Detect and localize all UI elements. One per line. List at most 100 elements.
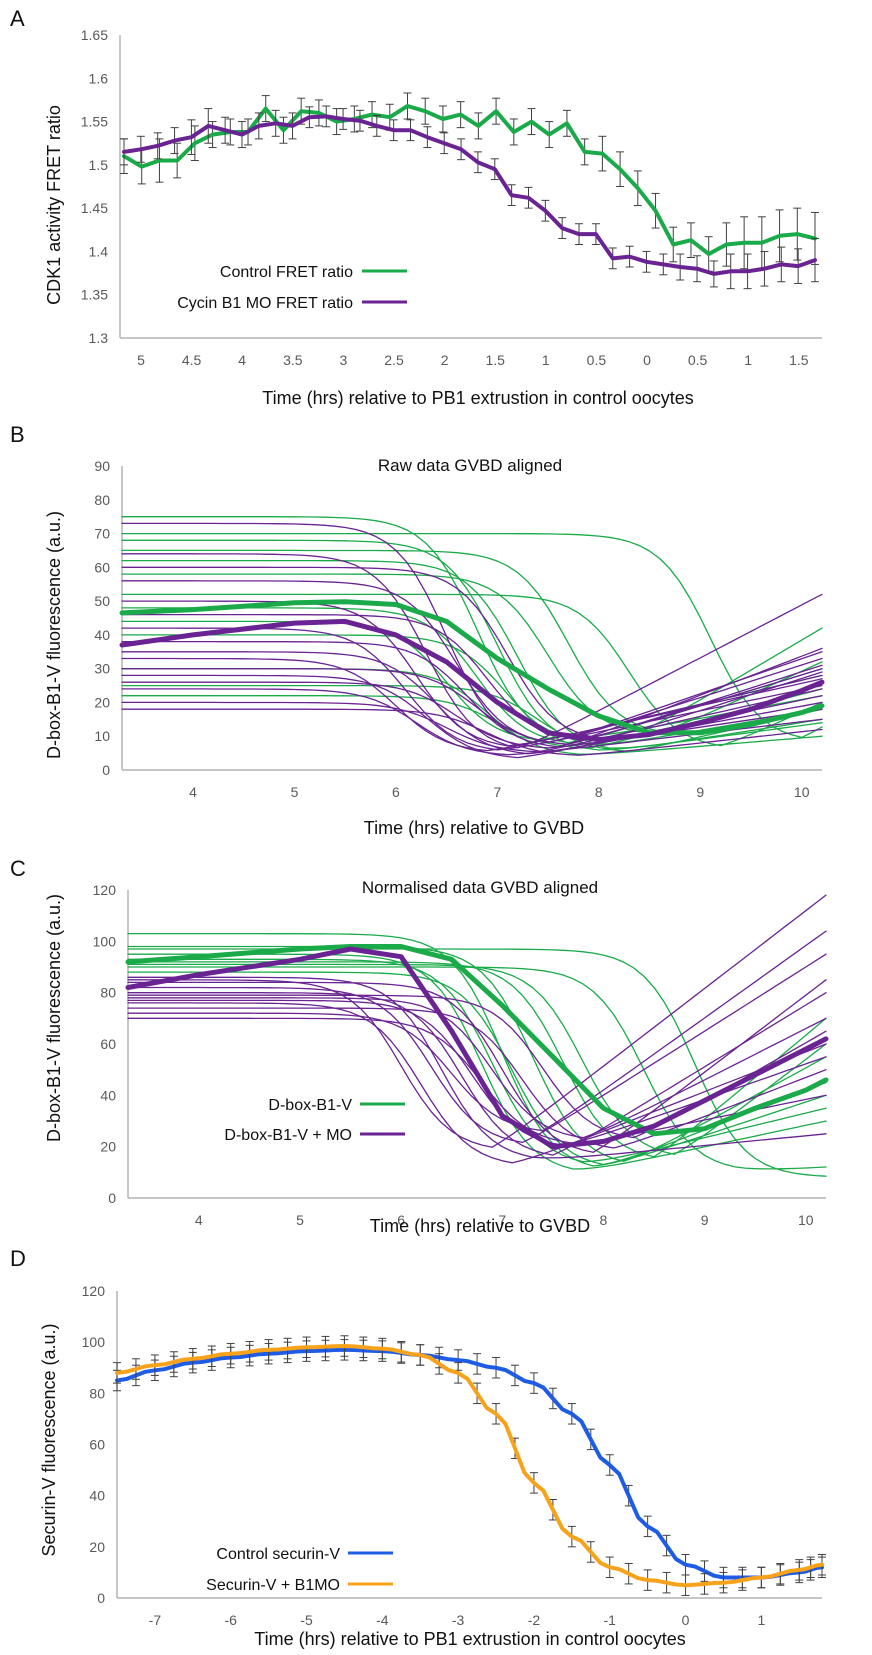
- thin-line-c-18: [127, 976, 827, 1159]
- y-tick-label-a: 1.55: [81, 114, 108, 130]
- x-tick-label-d: -5: [300, 1612, 313, 1628]
- legend-label-control-fret: Control FRET ratio: [220, 264, 353, 281]
- legend-d: Control securin-V Securin-V + B1MO: [206, 1546, 393, 1594]
- y-axis-label-c: D-box-B1-V fluorescence (a.u.): [44, 894, 64, 1142]
- x-tick-label-a: 5: [137, 352, 145, 368]
- x-tick-label-b: 5: [291, 784, 299, 800]
- y-tick-label-a: 1.65: [81, 27, 108, 43]
- thin-line-b-1: [121, 539, 823, 745]
- thin-line-b-19: [121, 640, 823, 748]
- panel-d: D 0 20 40 60 80 100 120 -7 -6 -5 -4 -3 -2 -1 0 1 Securi…: [10, 1246, 826, 1649]
- x-tick-label-d: 1: [757, 1612, 765, 1628]
- y-tick-label-b: 0: [102, 762, 110, 778]
- thin-line-b-9: [121, 684, 823, 752]
- x-tick-label-b: 4: [189, 784, 197, 800]
- panel-label-d: D: [10, 1246, 26, 1271]
- thin-line-b-3: [121, 573, 823, 733]
- thin-line-c-13: [127, 1002, 827, 1164]
- y-axis-label-a: CDK1 activity FRET ratio: [44, 105, 64, 305]
- thin-line-c-12: [127, 997, 827, 1139]
- panel-b: B Raw data GVBD aligned 0 10 20 30 40 50 60 70 8…: [10, 422, 825, 838]
- y-tick-label-c: 20: [100, 1139, 116, 1155]
- x-axis-label-c: Time (hrs) relative to GVBD: [370, 1216, 590, 1236]
- legend-c: D-box-B1-V D-box-B1-V + MO: [224, 1097, 405, 1144]
- x-tick-label-c: 6: [397, 1212, 405, 1228]
- x-tick-label-a: 2: [441, 352, 449, 368]
- x-tick-label-a: 3: [340, 352, 348, 368]
- x-axis-label-d: Time (hrs) relative to PB1 extrustion in…: [254, 1629, 686, 1649]
- x-axis-label-a: Time (hrs) relative to PB1 extrustion in…: [262, 388, 694, 408]
- thin-line-b-22: [121, 664, 823, 745]
- y-tick-label-c: 0: [108, 1190, 116, 1206]
- y-tick-label-b: 10: [94, 728, 110, 744]
- legend-label-dbox: D-box-B1-V: [268, 1097, 352, 1114]
- x-tick-label-a: 1: [744, 352, 752, 368]
- y-tick-label-c: 80: [100, 985, 116, 1001]
- x-tick-label-a: 4.5: [182, 352, 202, 368]
- thin-line-b-28: [121, 566, 823, 739]
- series-line-d-0: [115, 1347, 824, 1580]
- legend-label-securin-b1mo: Securin-V + B1MO: [206, 1577, 340, 1594]
- legend-label-control-securin: Control securin-V: [216, 1546, 340, 1563]
- y-axis-label-d: Securin-V fluorescence (a.u.): [39, 1323, 59, 1556]
- x-tick-label-d: -7: [149, 1612, 162, 1628]
- x-tick-label-a: 0.5: [688, 352, 708, 368]
- panel-label-c: C: [10, 856, 26, 881]
- y-tick-label-d: 120: [82, 1283, 106, 1299]
- panel-a: A 1.3 1.35 1.4 1.45 1.5 1.55 1.6 1.65 5 4.5 4 3.5 3 2…: [10, 6, 822, 408]
- y-tick-label-d: 100: [82, 1334, 106, 1350]
- x-tick-label-a: 0.5: [587, 352, 607, 368]
- panel-label-a: A: [10, 6, 25, 31]
- y-tick-label-b: 20: [94, 694, 110, 710]
- thin-line-c-0: [127, 932, 827, 1167]
- x-tick-label-b: 9: [696, 784, 704, 800]
- y-tick-label-d: 0: [97, 1590, 105, 1606]
- x-tick-label-a: 0: [643, 352, 651, 368]
- legend-label-cyclin-mo-fret: Cycin B1 MO FRET ratio: [177, 295, 353, 312]
- x-tick-label-c: 4: [195, 1212, 203, 1228]
- x-tick-label-c: 10: [798, 1212, 814, 1228]
- y-tick-label-a: 1.4: [89, 243, 109, 259]
- x-tick-label-b: 10: [794, 784, 810, 800]
- y-tick-label-c: 60: [100, 1036, 116, 1052]
- x-tick-label-b: 7: [493, 784, 501, 800]
- chart-title-c: Normalised data GVBD aligned: [362, 878, 598, 897]
- thin-line-b-15: [121, 580, 823, 743]
- thin-line-b-14: [121, 553, 823, 749]
- y-tick-label-d: 60: [89, 1437, 105, 1453]
- y-tick-label-a: 1.5: [89, 157, 109, 173]
- chart-title-b: Raw data GVBD aligned: [378, 456, 562, 475]
- x-tick-label-a: 2.5: [384, 352, 404, 368]
- mean-line-b-1: [119, 618, 825, 743]
- panel-label-b: B: [10, 422, 25, 447]
- x-tick-label-b: 8: [595, 784, 603, 800]
- thin-line-b-2: [121, 559, 823, 749]
- x-tick-label-a: 1.5: [789, 352, 809, 368]
- y-tick-label-c: 100: [93, 933, 117, 949]
- thin-line-b-7: [121, 634, 823, 751]
- y-tick-label-b: 40: [94, 627, 110, 643]
- y-tick-label-c: 120: [93, 882, 117, 898]
- y-tick-label-b: 80: [94, 492, 110, 508]
- thin-line-b-12: [121, 549, 823, 732]
- y-tick-label-a: 1.3: [89, 330, 109, 346]
- y-tick-label-b: 90: [94, 458, 110, 474]
- mean-line-c-1: [125, 946, 829, 1150]
- thin-line-c-8: [127, 963, 827, 1155]
- x-tick-label-c: 7: [498, 1212, 506, 1228]
- y-tick-label-b: 60: [94, 559, 110, 575]
- y-tick-label-a: 1.45: [81, 200, 108, 216]
- thin-line-b-0: [121, 516, 823, 738]
- thin-line-c-11: [127, 992, 827, 1156]
- x-tick-label-d: -1: [604, 1612, 617, 1628]
- series-line-d-1: [115, 1344, 824, 1588]
- mean-line-c-0: [125, 944, 829, 1137]
- x-tick-label-a: 1: [542, 352, 550, 368]
- x-tick-label-c: 9: [701, 1212, 709, 1228]
- thin-line-b-21: [121, 657, 823, 752]
- y-tick-label-d: 20: [89, 1539, 105, 1555]
- y-tick-label-d: 80: [89, 1385, 105, 1401]
- x-tick-label-a: 3.5: [283, 352, 303, 368]
- thin-line-c-10: [127, 953, 827, 1144]
